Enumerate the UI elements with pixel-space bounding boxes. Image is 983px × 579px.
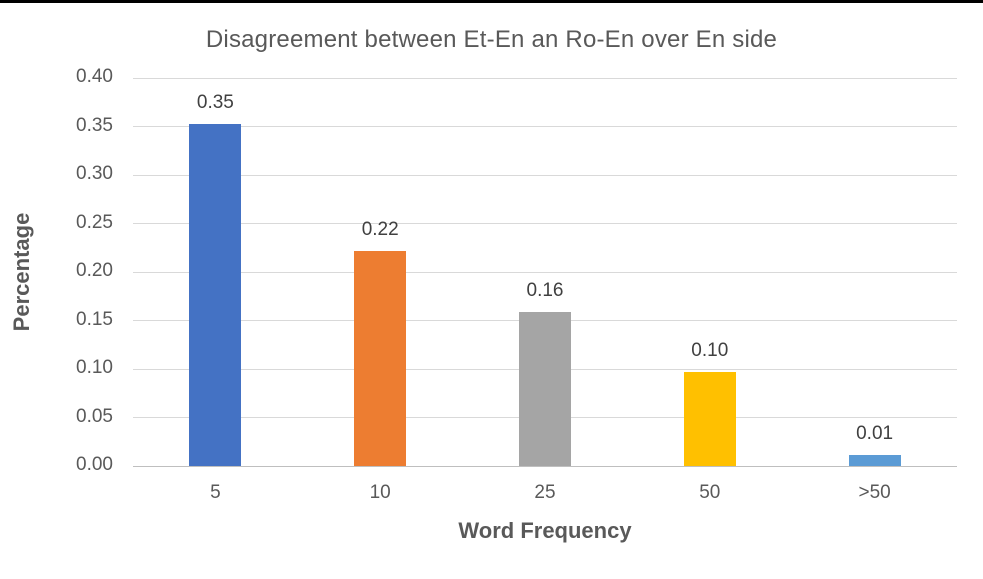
bar-data-label: 0.16 — [526, 279, 564, 301]
gridline — [133, 126, 957, 127]
y-tick-label: 0.20 — [76, 260, 113, 281]
x-tick-label: 50 — [699, 482, 721, 503]
chart-title: Disagreement between Et-En an Ro-En over… — [205, 26, 778, 53]
x-tick-label: 10 — [369, 482, 391, 503]
y-tick-label: 0.25 — [76, 211, 113, 233]
bar-data-label: 0.01 — [856, 423, 894, 445]
x-axis-title: Word Frequency — [458, 518, 632, 543]
y-tick-label: 0.10 — [76, 357, 113, 378]
plot-area — [133, 77, 957, 467]
x-tick-label: 25 — [534, 482, 556, 503]
y-tick-label: 0.00 — [76, 454, 113, 475]
bar-data-label: 0.35 — [196, 91, 234, 113]
bar-10 — [354, 250, 407, 466]
top-border-line — [0, 0, 983, 3]
y-tick-label: 0.05 — [76, 405, 113, 427]
y-tick-label: 0.35 — [76, 114, 113, 136]
bar-data-label: 0.10 — [691, 339, 729, 361]
gridline — [133, 271, 957, 273]
x-axis-line — [133, 465, 957, 467]
bar-data-label: 0.22 — [361, 218, 399, 240]
bar-5 — [189, 123, 242, 466]
y-tick-label: 0.15 — [76, 308, 113, 330]
x-tick-label: >50 — [858, 482, 891, 503]
y-tick-label: 0.30 — [76, 163, 113, 184]
bar-25 — [519, 311, 571, 466]
gridline — [133, 77, 957, 79]
y-tick-label: 0.40 — [76, 66, 113, 87]
gridline — [133, 174, 957, 176]
x-tick-label: 5 — [210, 482, 221, 503]
gridline — [133, 223, 957, 224]
y-axis-title-text: Percentage — [9, 212, 34, 332]
bar->50 — [848, 455, 901, 466]
bar-50 — [683, 371, 736, 466]
